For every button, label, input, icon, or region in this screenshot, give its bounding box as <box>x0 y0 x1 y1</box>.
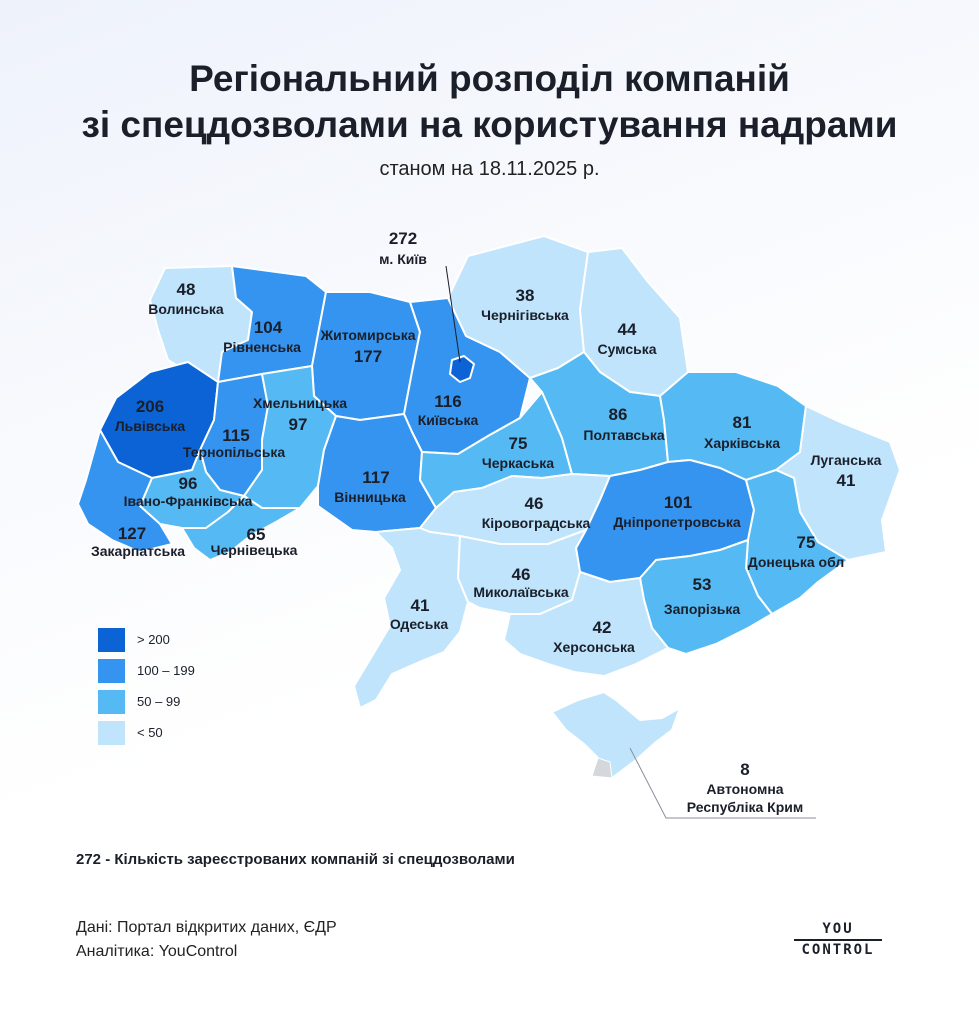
legend-label: < 50 <box>137 725 163 740</box>
region-kherson[interactable] <box>503 571 669 677</box>
label-kherson-name: Херсонська <box>553 639 635 655</box>
label-donetsk-value: 75 <box>797 533 816 552</box>
label-zakarpattia-name: Закарпатська <box>91 543 185 559</box>
label-lviv-value: 206 <box>136 397 164 416</box>
crimea-leader-line <box>629 747 816 819</box>
label-donetsk-name: Донецька обл <box>748 554 845 570</box>
label-kharkiv-name: Харківська <box>704 435 780 451</box>
label-ivano-frankivsk-name: Івано-Франківська <box>124 493 253 509</box>
source-credits: Дані: Портал відкритих даних, ЄДР Аналіт… <box>76 916 337 964</box>
label-khmelnytskyi-name: Хмельницька <box>253 395 347 411</box>
label-ternopil-name: Тернопільська <box>183 444 285 460</box>
label-kirovohrad-value: 46 <box>525 494 544 513</box>
label-odesa-name: Одеська <box>390 616 448 632</box>
footnote: 272 - Кількість зареєстрованих компаній … <box>76 851 515 868</box>
label-luhansk-value: 41 <box>837 471 856 490</box>
label-luhansk-name: Луганська <box>811 452 882 468</box>
label-poltava-name: Полтавська <box>583 427 664 443</box>
label-kharkiv-value: 81 <box>733 413 752 432</box>
label-chernivtsi-name: Чернівецька <box>211 542 298 558</box>
subtitle: станом на 18.11.2025 р. <box>379 158 600 180</box>
label-ivano-frankivsk-value: 96 <box>179 474 198 493</box>
label-chernivtsi-value: 65 <box>247 525 266 544</box>
region-chernivtsi[interactable] <box>181 495 301 561</box>
legend-item: 100 – 199 <box>98 655 195 686</box>
label-crimea-value: 8 <box>740 760 749 779</box>
label-lviv-name: Львівська <box>115 418 186 434</box>
label-zhytomyr-name: Житомирська <box>320 327 416 343</box>
logo-divider <box>794 939 882 941</box>
legend-item: > 200 <box>98 624 195 655</box>
region-crimea[interactable] <box>551 691 681 779</box>
legend-item: < 50 <box>98 717 195 748</box>
label-sumy-name: Сумська <box>597 341 656 357</box>
region-zakarpattia[interactable] <box>77 429 173 553</box>
label-kyiv-city-value: 272 <box>389 229 417 248</box>
label-kirovohrad-name: Кіровоградська <box>482 515 591 531</box>
legend: > 200 100 – 199 50 – 99 < 50 <box>98 624 195 748</box>
label-kyiv-city-name: м. Київ <box>379 251 427 267</box>
logo-bottom-text: CONTROL <box>801 942 875 958</box>
legend-swatch <box>98 658 125 683</box>
label-mykolaiv-value: 46 <box>512 565 531 584</box>
legend-swatch <box>98 689 125 714</box>
legend-label: > 200 <box>137 632 170 647</box>
legend-label: 50 – 99 <box>137 694 181 709</box>
label-zaporizhzhia-value: 53 <box>693 575 712 594</box>
label-kherson-value: 42 <box>593 618 612 637</box>
label-vinnytsia-name: Вінницька <box>334 489 406 505</box>
region-kyiv-city[interactable] <box>449 355 475 383</box>
label-khmelnytskyi-value: 97 <box>289 415 308 434</box>
title-line-1: Регіональний розподіл компаній <box>189 58 790 99</box>
source-analytics: Аналітика: YouControl <box>76 943 238 960</box>
label-zakarpattia-value: 127 <box>118 524 146 543</box>
title-line-2: зі спецдозволами на користування надрами <box>81 104 898 145</box>
legend-swatch <box>98 627 125 652</box>
label-chernihiv-value: 38 <box>516 286 535 305</box>
label-rivne-name: Рівненська <box>223 339 301 355</box>
label-volyn-value: 48 <box>177 280 196 299</box>
label-crimea-name-line2: Республіка Крим <box>687 799 803 815</box>
label-mykolaiv-name: Миколаївська <box>473 584 569 600</box>
label-sumy-value: 44 <box>618 320 637 339</box>
logo-top-text: YOU <box>822 921 854 937</box>
region-labels: 272 м. Київ 48 Волинська 104 Рівненська … <box>91 229 882 815</box>
youcontrol-logo: YOU CONTROL <box>794 921 882 959</box>
label-kyiv-obl-value: 116 <box>434 392 461 411</box>
legend-label: 100 – 199 <box>137 663 195 678</box>
label-dnipro-name: Дніпропетровська <box>613 514 741 530</box>
label-volyn-name: Волинська <box>148 301 224 317</box>
label-odesa-value: 41 <box>411 596 430 615</box>
label-vinnytsia-value: 117 <box>362 468 389 487</box>
label-ternopil-value: 115 <box>222 426 249 445</box>
legend-swatch <box>98 720 125 745</box>
source-data: Дані: Портал відкритих даних, ЄДР <box>76 919 337 936</box>
label-kyiv-obl-name: Київська <box>418 412 479 428</box>
label-cherkasy-value: 75 <box>509 434 528 453</box>
label-cherkasy-name: Черкаська <box>482 455 554 471</box>
legend-item: 50 – 99 <box>98 686 195 717</box>
label-dnipro-value: 101 <box>664 493 692 512</box>
label-poltava-value: 86 <box>609 405 628 424</box>
label-rivne-value: 104 <box>254 318 283 337</box>
occupied-sevastopol-area <box>591 757 613 779</box>
label-zaporizhzhia-name: Запорізька <box>664 601 741 617</box>
kyiv-leader-line <box>445 265 461 363</box>
label-crimea-name-line1: Автономна <box>706 781 783 797</box>
page-title: Регіональний розподіл компаній зі спецдо… <box>0 56 979 148</box>
label-zhytomyr-value: 177 <box>354 347 382 366</box>
label-chernihiv-name: Чернігівська <box>481 307 569 323</box>
